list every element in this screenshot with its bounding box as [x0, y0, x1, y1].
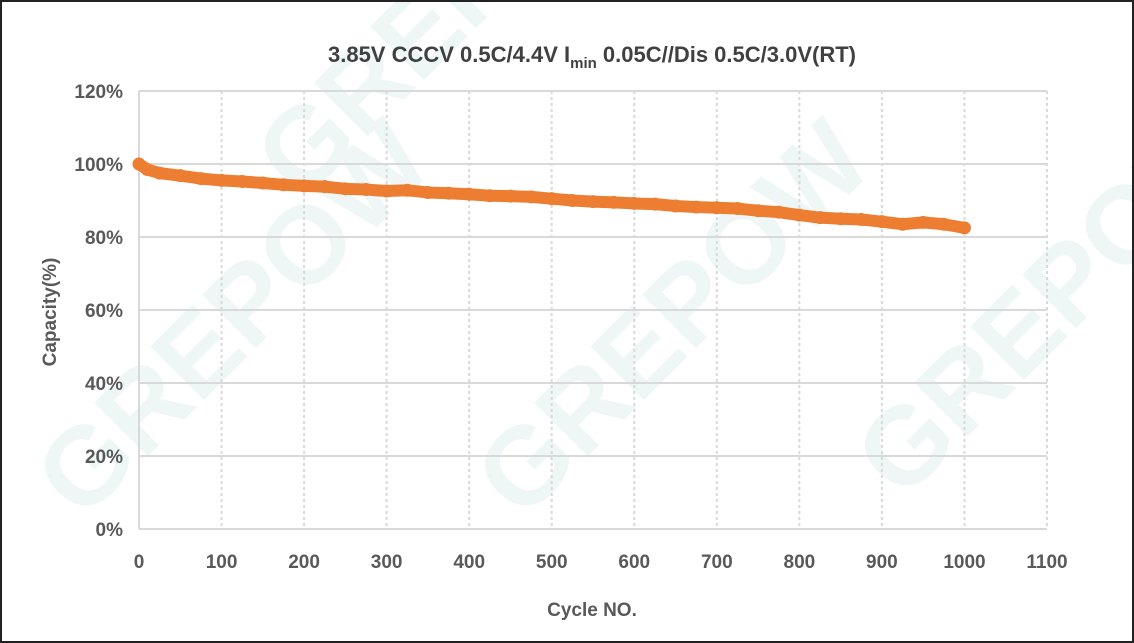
data-point — [140, 162, 154, 176]
x-tick-label: 700 — [701, 552, 733, 573]
data-point — [462, 187, 476, 201]
data-point — [153, 166, 167, 180]
data-point — [854, 212, 868, 226]
data-point — [194, 172, 208, 186]
data-point — [545, 192, 559, 206]
data-point — [297, 179, 311, 193]
data-point — [792, 208, 806, 222]
y-tick-label: 120% — [74, 82, 123, 103]
y-tick-label: 80% — [85, 228, 123, 249]
data-point — [586, 195, 600, 209]
data-point — [215, 173, 229, 187]
data-point — [875, 215, 889, 229]
x-tick-label: 900 — [866, 552, 898, 573]
x-tick-label: 200 — [288, 552, 320, 573]
data-point — [256, 176, 270, 190]
x-tick-label: 600 — [618, 552, 650, 573]
data-point — [669, 199, 683, 213]
data-point — [173, 169, 187, 183]
data-point — [937, 217, 951, 231]
data-point — [318, 180, 332, 194]
data-point — [503, 189, 517, 203]
data-point — [648, 197, 662, 211]
data-point — [400, 183, 414, 197]
x-axis-label: Cycle NO. — [547, 600, 637, 621]
x-tick-label: 0 — [134, 552, 145, 573]
watermark-text: GREPOW — [832, 78, 1132, 519]
data-point — [524, 190, 538, 204]
data-point — [627, 196, 641, 210]
data-point — [380, 184, 394, 198]
data-point — [442, 186, 456, 200]
y-tick-label: 60% — [85, 301, 123, 322]
data-point — [730, 202, 744, 216]
data-point — [359, 183, 373, 197]
x-tick-label: 800 — [784, 552, 816, 573]
x-tick-label: 100 — [206, 552, 238, 573]
data-point — [813, 211, 827, 225]
chart-title: 3.85V CCCV 0.5C/4.4V Imin 0.05C//Dis 0.5… — [328, 42, 856, 72]
y-tick-label: 20% — [85, 447, 123, 468]
x-tick-label: 400 — [453, 552, 485, 573]
data-point — [689, 200, 703, 214]
y-tick-label: 0% — [96, 520, 124, 541]
data-point — [916, 215, 930, 229]
x-tick-label: 300 — [371, 552, 403, 573]
data-point — [235, 175, 249, 189]
data-point — [483, 189, 497, 203]
data-point — [338, 182, 352, 196]
x-tick-label: 500 — [536, 552, 568, 573]
x-tick-label: 1000 — [943, 552, 985, 573]
data-point — [957, 221, 971, 235]
data-point — [710, 201, 724, 215]
data-point — [772, 205, 786, 219]
data-point — [276, 178, 290, 192]
data-point — [607, 195, 621, 209]
x-tick-label: 1100 — [1026, 552, 1067, 573]
data-point — [421, 185, 435, 199]
data-point — [565, 194, 579, 207]
data-point — [751, 204, 765, 218]
data-point — [834, 212, 848, 226]
y-tick-label: 40% — [85, 374, 123, 395]
y-tick-label: 100% — [74, 155, 123, 176]
y-axis-label: Capacity(%) — [40, 258, 61, 367]
data-point — [896, 217, 910, 231]
